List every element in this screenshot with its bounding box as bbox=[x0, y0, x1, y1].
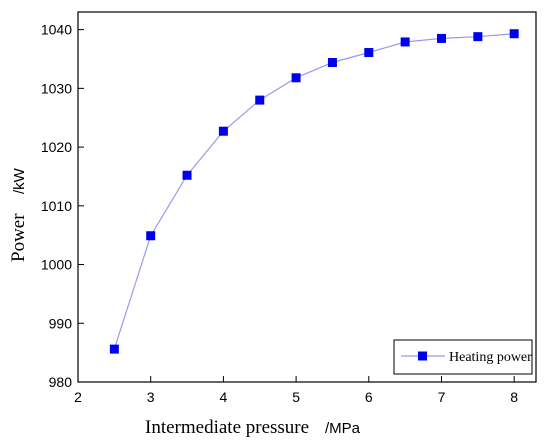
series-line-heating-power bbox=[113, 33, 515, 350]
data-point bbox=[473, 32, 483, 42]
data-point bbox=[218, 126, 228, 136]
x-tick-label: 6 bbox=[365, 389, 373, 405]
x-tick-labels: 2 3 4 5 6 7 8 bbox=[74, 389, 518, 405]
x-tick-label: 5 bbox=[292, 389, 300, 405]
y-axis-unit: /kW bbox=[11, 167, 28, 194]
x-tick-label: 7 bbox=[438, 389, 446, 405]
x-tick-label: 2 bbox=[74, 389, 82, 405]
data-point bbox=[291, 73, 301, 83]
y-tick-label: 990 bbox=[49, 315, 73, 331]
y-tick-label: 980 bbox=[49, 374, 73, 390]
y-tick-labels: 980 990 1000 1010 1020 1030 1040 bbox=[41, 22, 72, 390]
y-tick-label: 1010 bbox=[41, 198, 72, 214]
legend-marker bbox=[418, 351, 427, 361]
x-axis-unit: /MPa bbox=[325, 420, 361, 437]
x-tick-label: 4 bbox=[219, 389, 227, 405]
axis-ticks bbox=[77, 29, 515, 383]
series-points-heating-power bbox=[109, 29, 519, 354]
x-tick-label: 8 bbox=[510, 389, 518, 405]
legend-label: Heating power bbox=[449, 350, 532, 365]
y-tick-label: 1020 bbox=[41, 139, 72, 155]
plot-area bbox=[77, 11, 537, 383]
legend-box bbox=[393, 339, 533, 375]
data-point bbox=[509, 29, 519, 39]
y-tick-label: 1030 bbox=[41, 80, 72, 96]
data-point bbox=[182, 170, 192, 180]
y-axis-title: Power bbox=[8, 213, 29, 262]
data-point bbox=[327, 58, 337, 68]
data-point bbox=[146, 231, 156, 241]
data-point bbox=[109, 344, 119, 354]
data-point bbox=[436, 33, 446, 43]
y-tick-label: 1040 bbox=[41, 22, 72, 38]
x-tick-label: 3 bbox=[147, 389, 155, 405]
data-point bbox=[255, 95, 265, 105]
x-axis-title: Intermediate pressure bbox=[145, 417, 309, 438]
data-point bbox=[364, 48, 374, 58]
data-point bbox=[400, 37, 410, 47]
legend: Heating power bbox=[393, 339, 533, 375]
y-tick-label: 1000 bbox=[41, 257, 72, 273]
